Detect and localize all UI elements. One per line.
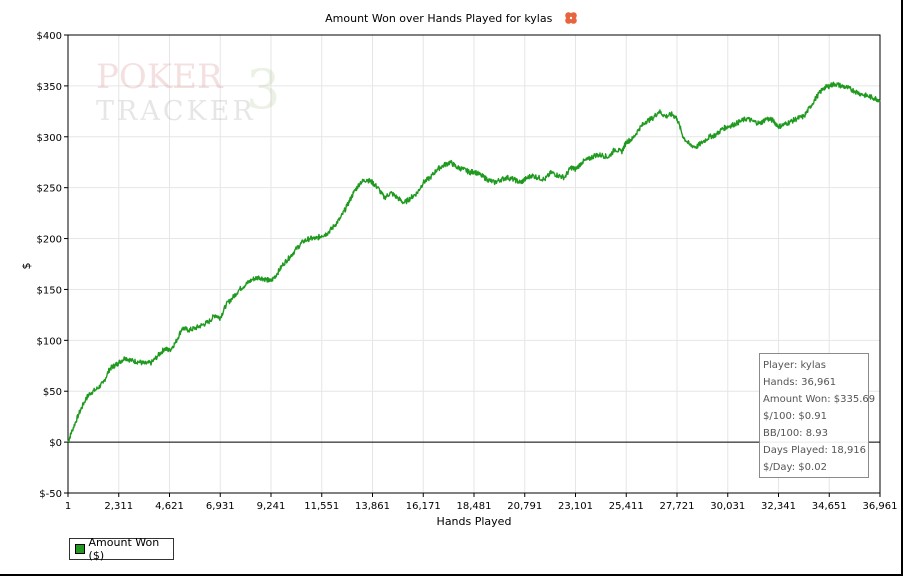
series-line-amount-won (67, 81, 881, 443)
x-tick-label: 13,861 (355, 501, 390, 512)
x-tick-label: 2,311 (104, 501, 133, 512)
y-tick-label: $100 (37, 336, 62, 347)
x-axis-title: Hands Played (437, 515, 512, 528)
stats-box: Player: kylas Hands: 36,961 Amount Won: … (759, 353, 876, 478)
stat-per-100: $/100: $0.91 (763, 411, 827, 422)
axes: 1 2,311 4,621 6,931 9,241 11,551 13,861 16,171 1… (37, 31, 898, 512)
x-tick-label: 4,621 (155, 501, 184, 512)
legend-swatch (75, 544, 85, 554)
stat-player: Player: kylas (763, 360, 826, 371)
watermark-text-line1: POKER (96, 57, 224, 97)
x-tick-label: 25,411 (609, 501, 644, 512)
x-tick-label: 20,791 (507, 501, 542, 512)
y-tick-label: $0 (49, 438, 62, 449)
chart-title-text: Amount Won over Hands Played for kylas (325, 12, 553, 25)
legend-label: Amount Won ($) (88, 536, 160, 562)
legend[interactable]: Amount Won ($) (69, 536, 174, 562)
x-tick-label: 23,101 (558, 501, 593, 512)
x-tick-label: 6,931 (206, 501, 235, 512)
x-tick-label: 9,241 (257, 501, 286, 512)
x-tick-label: 18,481 (457, 501, 492, 512)
y-tick-label: $50 (43, 387, 62, 398)
series-layer (67, 81, 881, 443)
stat-hands: Hands: 36,961 (763, 377, 837, 388)
x-tick-label: 27,721 (660, 501, 695, 512)
y-tick-label: $150 (37, 285, 62, 296)
x-tick-label: 30,031 (710, 501, 745, 512)
watermark-numeral: 3 (246, 58, 280, 121)
x-tick-label: 34,651 (812, 501, 847, 512)
x-tick-label: 36,961 (863, 501, 898, 512)
y-axis-title: $ (20, 263, 33, 270)
y-tick-label: $300 (37, 133, 62, 144)
y-tick-label: $200 (37, 235, 62, 246)
stat-per-day: $/Day: $0.02 (763, 462, 827, 473)
y-tick-label: $350 (37, 82, 62, 93)
y-tick-label: $-50 (39, 489, 62, 500)
watermark-text-line2: TRACKER (96, 96, 256, 127)
stat-amount-won: Amount Won: $335.69 (763, 394, 876, 405)
stat-bb-100: BB/100: 8.93 (763, 428, 828, 439)
x-tick-label: 11,551 (304, 501, 339, 512)
clover-icon[interactable] (564, 11, 578, 28)
x-tick-label: 1 (65, 501, 71, 512)
y-tick-label: $400 (37, 31, 62, 42)
chart-title: Amount Won over Hands Played for kylas (0, 11, 903, 28)
x-tick-label: 32,341 (761, 501, 796, 512)
x-tick-label: 16,171 (406, 501, 441, 512)
stat-days-played: Days Played: 18,916 (763, 445, 867, 456)
y-tick-label: $250 (37, 184, 62, 195)
watermark-logo: POKER TRACKER 3 (96, 57, 280, 127)
